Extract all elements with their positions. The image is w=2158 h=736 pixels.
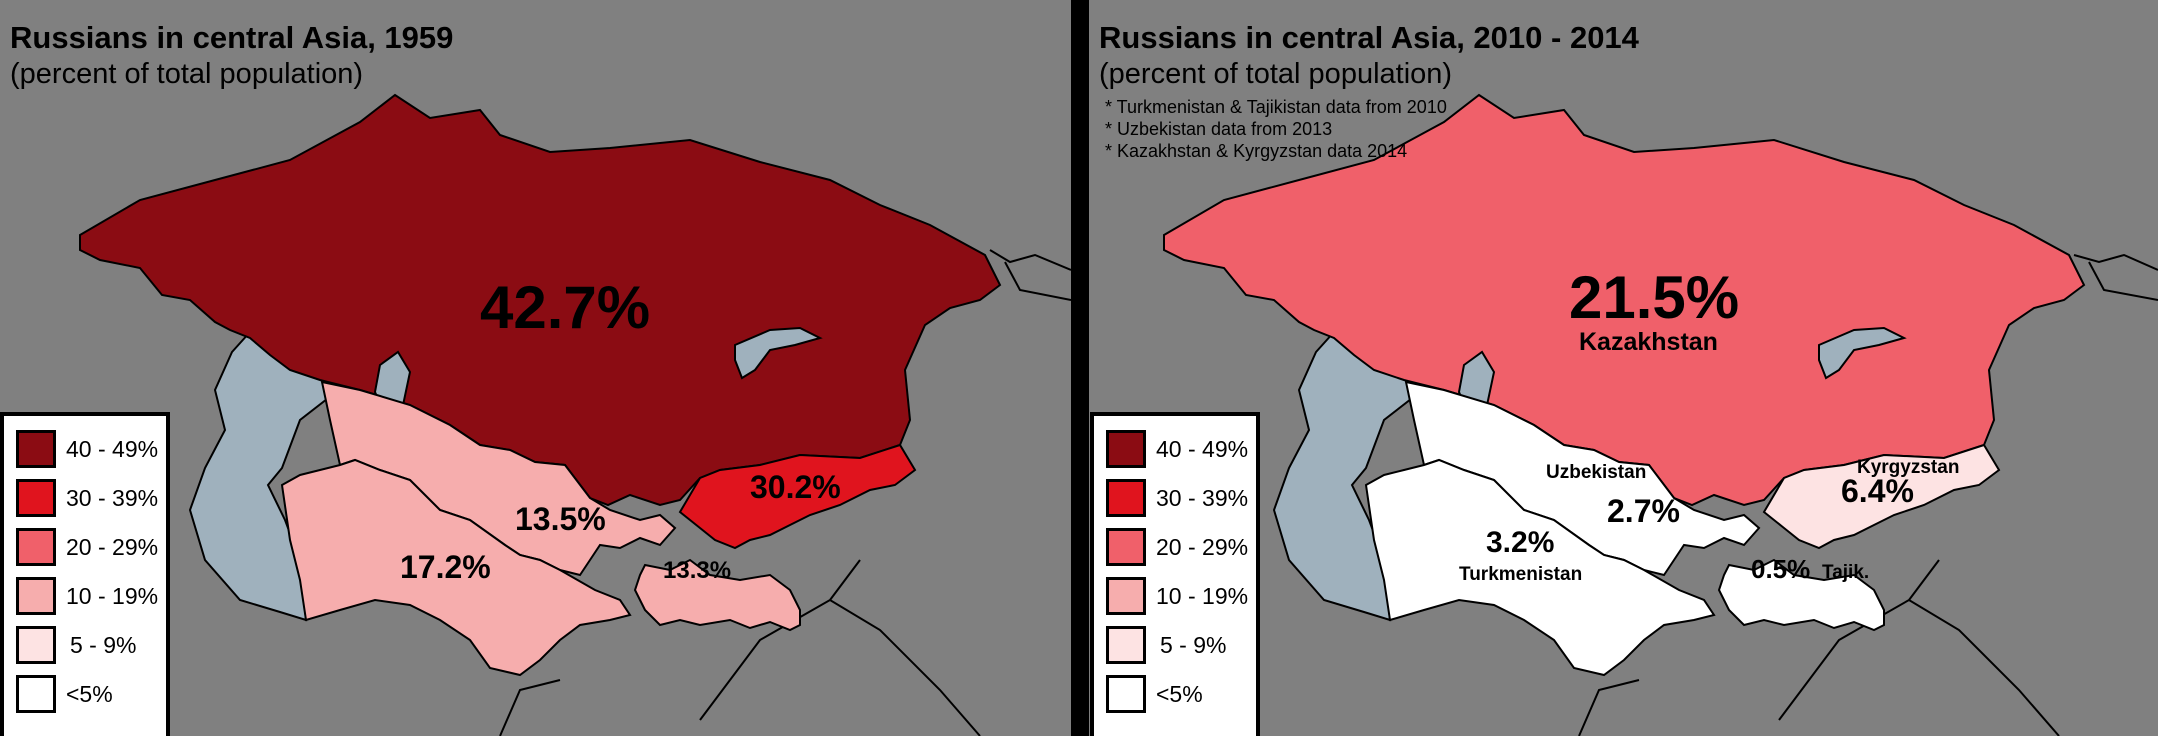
balkhash-lake [734, 326, 823, 380]
legend-item: 10 - 19% [1100, 575, 1260, 619]
legend-item: <5% [10, 673, 170, 717]
legend-swatch [16, 675, 56, 713]
legend-swatch [16, 577, 56, 615]
legend-swatch [16, 479, 56, 517]
map-panel-1959: 42.7% 17.2% 13.5% 13.3% 30.2% Russians i… [0, 0, 1071, 736]
legend-label: 30 - 39% [1156, 485, 1249, 511]
legend-swatch [1106, 577, 1146, 615]
legend-label: 40 - 49% [66, 436, 159, 462]
legend-swatch [1106, 479, 1146, 517]
label-uzbekistan: Uzbekistan [1546, 462, 1646, 483]
map-subtitle: (percent of total population) [1099, 58, 1453, 90]
value-tajikistan: 0.5% [1751, 554, 1810, 584]
map-2010-2014: 21.5% Kazakhstan 3.2% Turkmenistan 2.7% … [1163, 93, 2158, 736]
map-panel-2010-2014: 21.5% Kazakhstan 3.2% Turkmenistan 2.7% … [1089, 0, 2158, 736]
neighbor-border [1578, 559, 2060, 736]
map-1959: 42.7% 17.2% 13.5% 13.3% 30.2% [79, 93, 1071, 736]
legend-item: 40 - 49% [10, 428, 170, 472]
legend-swatch [1106, 528, 1146, 566]
legend-item: 5 - 9% [10, 624, 170, 668]
neighbor-border [499, 559, 981, 736]
region-kyrgyzstan[interactable] [678, 443, 917, 550]
legend: 40 - 49% 30 - 39% 20 - 29% 10 - 19% 5 - … [1090, 412, 1260, 736]
value-uzbekistan: 13.5% [515, 501, 606, 537]
region-turkmenistan[interactable] [1364, 458, 1716, 677]
region-turkmenistan[interactable] [280, 458, 632, 677]
value-kazakhstan: 21.5% [1569, 264, 1739, 331]
note: * Kazakhstan & Kyrgyzstan data 2014 [1105, 141, 1408, 161]
region-tajikistan[interactable] [633, 558, 801, 632]
value-turkmenistan: 3.2% [1486, 526, 1554, 559]
legend-label: 5 - 9% [1160, 632, 1227, 658]
value-tajikistan: 13.3% [663, 557, 731, 584]
legend-item: 20 - 29% [10, 526, 170, 570]
neighbor-border [989, 249, 1071, 301]
label-kazakhstan: Kazakhstan [1579, 328, 1718, 356]
data-source-notes: * Turkmenistan & Tajikistan data from 20… [1105, 96, 1447, 162]
neighbor-border [2073, 253, 2158, 301]
legend-label: 5 - 9% [70, 632, 137, 658]
legend-item: 30 - 39% [10, 477, 170, 521]
legend-swatch [1106, 675, 1146, 713]
value-kyrgyzstan: 30.2% [750, 469, 841, 505]
note: * Turkmenistan & Tajikistan data from 20… [1105, 97, 1447, 117]
legend-label: 10 - 19% [1156, 583, 1249, 609]
legend-item: 20 - 29% [1100, 526, 1260, 570]
legend-swatch [16, 528, 56, 566]
region-kyrgyzstan[interactable] [1762, 443, 2001, 550]
label-tajikistan: Tajik. [1822, 562, 1869, 583]
legend-label: <5% [1156, 681, 1203, 707]
legend-swatch [16, 626, 56, 664]
legend-item: 30 - 39% [1100, 477, 1260, 521]
value-uzbekistan: 2.7% [1607, 493, 1680, 529]
legend-swatch [16, 430, 56, 468]
value-kazakhstan: 42.7% [480, 274, 650, 341]
legend-swatch [1106, 430, 1146, 468]
map-title: Russians in central Asia, 1959 [10, 20, 454, 55]
value-kyrgyzstan: 6.4% [1841, 473, 1914, 509]
legend-item: 10 - 19% [10, 575, 170, 619]
legend-label: 10 - 19% [66, 583, 159, 609]
legend-item: 5 - 9% [1100, 624, 1260, 668]
caspian-sea [1272, 330, 1431, 622]
legend-label: 20 - 29% [66, 534, 159, 560]
label-kyrgyzstan: Kyrgyzstan [1857, 457, 1959, 478]
balkhash-lake [1818, 326, 1907, 380]
legend-label: 30 - 39% [66, 485, 159, 511]
legend: 40 - 49% 30 - 39% 20 - 29% 10 - 19% 5 - … [0, 412, 170, 736]
region-tajikistan[interactable] [1717, 558, 1885, 632]
legend-item: <5% [1100, 673, 1260, 717]
legend-swatch [1106, 626, 1146, 664]
map-subtitle: (percent of total population) [10, 58, 364, 90]
caspian-sea [188, 330, 347, 622]
legend-item: 40 - 49% [1100, 428, 1260, 472]
value-turkmenistan: 17.2% [400, 549, 491, 585]
map-title: Russians in central Asia, 2010 - 2014 [1099, 20, 1639, 55]
legend-label: <5% [66, 681, 113, 707]
legend-label: 20 - 29% [1156, 534, 1249, 560]
label-turkmenistan: Turkmenistan [1459, 564, 1582, 585]
note: * Uzbekistan data from 2013 [1105, 119, 1333, 139]
legend-label: 40 - 49% [1156, 436, 1249, 462]
